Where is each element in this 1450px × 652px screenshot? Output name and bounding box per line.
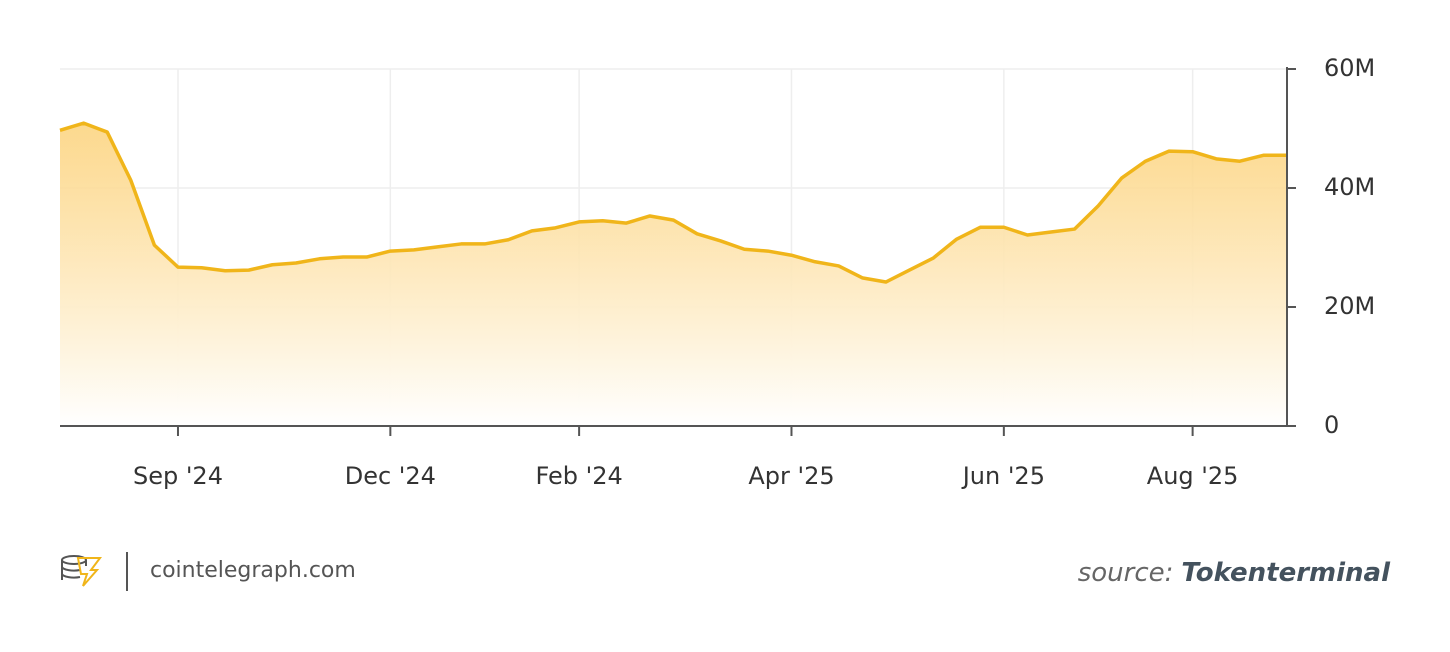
x-tick-label: Feb '24 <box>535 462 622 490</box>
x-tick-label: Dec '24 <box>345 462 436 490</box>
y-tick-label: 0 <box>1324 411 1339 439</box>
x-tick-label: Apr '25 <box>748 462 834 490</box>
y-tick-label: 20M <box>1324 292 1375 320</box>
source: source: Tokenterminal <box>1078 558 1391 588</box>
x-tick-label: Sep '24 <box>133 462 223 490</box>
line <box>59 121 1287 284</box>
y-tick-label: 40M <box>1324 173 1375 201</box>
source-name: Tokenterminal <box>1181 558 1391 588</box>
y-tick-label: 60M <box>1324 54 1375 82</box>
x-tick-label: Aug '25 <box>1147 462 1239 490</box>
site-name: cointelegraph.com <box>150 558 356 583</box>
logo <box>61 555 102 587</box>
x-tick-label: Jun '25 <box>961 462 1045 490</box>
source-label: source: <box>1078 558 1174 588</box>
area <box>60 123 1287 427</box>
